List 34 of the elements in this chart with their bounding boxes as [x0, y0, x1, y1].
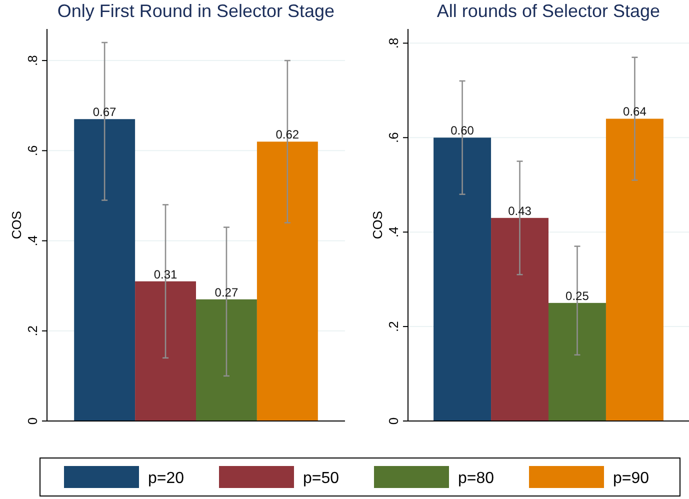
y-tick-label: .2: [386, 321, 401, 332]
y-tick-label: .8: [25, 55, 40, 66]
bar: [491, 218, 548, 421]
data-label: 0.27: [214, 285, 238, 300]
data-label: 0.60: [450, 124, 474, 138]
legend-label: p=50: [303, 470, 340, 487]
bar: [606, 118, 664, 421]
y-axis-title: COS: [370, 210, 385, 240]
y-tick-label: 0: [386, 417, 401, 425]
legend-label: p=90: [613, 470, 650, 487]
y-tick-label: .4: [25, 235, 40, 246]
y-tick-label: .8: [386, 38, 401, 49]
legend-label: p=80: [458, 470, 494, 487]
data-label: 0.67: [92, 105, 117, 120]
legend-label: p=20: [148, 470, 184, 487]
y-tick-label: .6: [386, 132, 401, 144]
bar: [74, 119, 136, 421]
y-tick-label: .2: [25, 325, 40, 336]
y-tick-label: .4: [386, 226, 401, 238]
chart-title: Only First Round in Selector Stage: [57, 1, 335, 21]
data-label: 0.43: [508, 204, 532, 218]
bar: [256, 142, 318, 421]
bar: [196, 299, 257, 421]
data-label: 0.25: [566, 288, 590, 303]
chart-title: All rounds of Selector Stage: [436, 1, 660, 21]
data-label: 0.62: [276, 128, 300, 142]
y-axis-title: COS: [9, 210, 24, 240]
bar: [135, 281, 196, 421]
bar: [434, 138, 492, 421]
y-tick-label: 0: [25, 417, 40, 425]
bar: [548, 302, 606, 421]
y-tick-label: .6: [25, 145, 40, 156]
data-label: 0.64: [623, 104, 647, 119]
data-label: 0.31: [154, 267, 178, 282]
